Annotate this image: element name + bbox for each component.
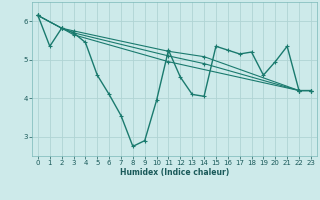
X-axis label: Humidex (Indice chaleur): Humidex (Indice chaleur) xyxy=(120,168,229,177)
